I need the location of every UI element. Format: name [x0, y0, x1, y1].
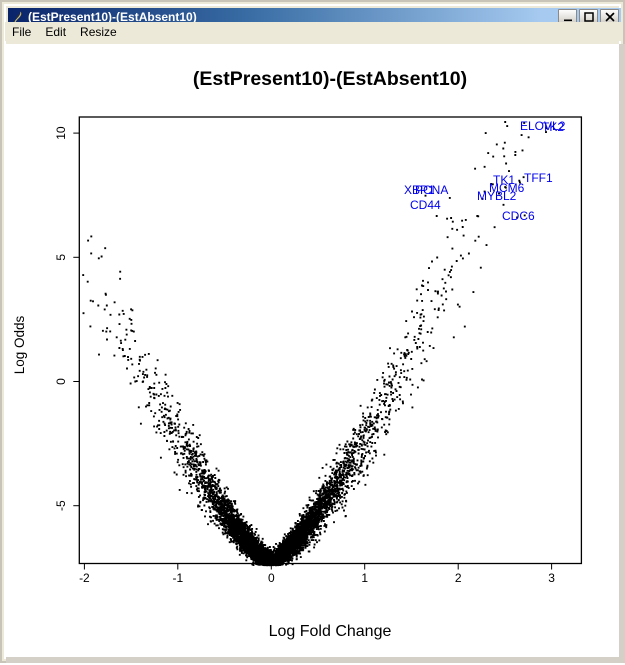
svg-text:CDC6: CDC6: [502, 209, 535, 223]
svg-text:TFF1: TFF1: [524, 171, 553, 185]
svg-text:2: 2: [455, 571, 462, 585]
svg-text:10: 10: [54, 126, 68, 140]
svg-text:3: 3: [548, 571, 555, 585]
svg-text:CD44: CD44: [410, 198, 441, 212]
svg-text:Log Odds: Log Odds: [12, 315, 27, 374]
svg-text:PCNA: PCNA: [415, 183, 448, 197]
svg-text:0: 0: [54, 378, 68, 385]
svg-text:TK2: TK2: [542, 120, 564, 134]
svg-text:MYBL2: MYBL2: [477, 189, 517, 203]
svg-text:5: 5: [54, 254, 68, 261]
svg-text:-2: -2: [79, 571, 90, 585]
svg-text:Log Fold Change: Log Fold Change: [269, 623, 392, 640]
svg-text:1: 1: [361, 571, 368, 585]
svg-text:0: 0: [268, 571, 275, 585]
svg-text:(EstPresent10)-(EstAbsent10): (EstPresent10)-(EstAbsent10): [193, 68, 467, 90]
svg-text:-5: -5: [54, 500, 68, 511]
svg-text:-1: -1: [172, 571, 183, 585]
